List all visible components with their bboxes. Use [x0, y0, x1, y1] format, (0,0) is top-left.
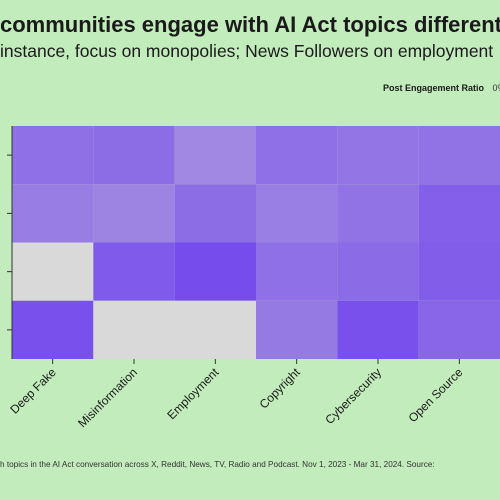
- heatmap-cell-r2-c5: [418, 242, 500, 301]
- chart-subtitle: instance, focus on monopolies; News Foll…: [0, 41, 494, 61]
- heatmap-cell-r3-c4: [337, 300, 419, 359]
- heatmap-cell-r1-c3: [256, 184, 338, 243]
- heatmap-cell-r0-c1: [93, 126, 175, 185]
- x-tick-label: Cybersecurity: [322, 365, 384, 427]
- x-tick-label: Deep Fake: [7, 365, 59, 417]
- heatmap-cell-r3-c5: [418, 300, 500, 359]
- heatmap-cell-r2-c4: [337, 242, 419, 301]
- x-tick-label: Open Source: [406, 365, 466, 425]
- legend: Post Engagement Ratio 0%: [383, 83, 500, 93]
- heatmap-cell-r0-c0: [12, 126, 94, 185]
- legend-min-label: 0%: [492, 83, 500, 93]
- heatmap-cell-r0-c2: [174, 126, 256, 185]
- heatmap-cell-r1-c4: [337, 184, 419, 243]
- heatmap-cell-r3-c1: [93, 300, 175, 359]
- heatmap-cell-r0-c5: [418, 126, 500, 185]
- heatmap-cell-r2-c3: [256, 242, 338, 301]
- heatmap-cell-r2-c2: [174, 242, 256, 301]
- footnote: h topics in the AI Act conversation acro…: [0, 460, 435, 469]
- heatmap-cell-r1-c5: [418, 184, 500, 243]
- heatmap-cell-r2-c0: [12, 242, 94, 301]
- heatmap-cell-r1-c1: [93, 184, 175, 243]
- heatmap-cell-r0-c3: [256, 126, 338, 185]
- heatmap-cell-r1-c2: [174, 184, 256, 243]
- x-tick-label: Copyright: [257, 365, 304, 412]
- heatmap-cell-r3-c3: [256, 300, 338, 359]
- heatmap-cell-r3-c0: [12, 300, 94, 359]
- heatmap-cell-r1-c0: [12, 184, 94, 243]
- heatmap-cell-r2-c1: [93, 242, 175, 301]
- x-tick-label: Misinformation: [75, 365, 140, 430]
- chart-title: communities engage with AI Act topics di…: [0, 12, 500, 37]
- legend-title: Post Engagement Ratio: [383, 83, 485, 93]
- x-tick-label: Employment: [164, 365, 222, 423]
- heatmap-cell-r0-c4: [337, 126, 419, 185]
- heatmap-cell-r3-c2: [174, 300, 256, 359]
